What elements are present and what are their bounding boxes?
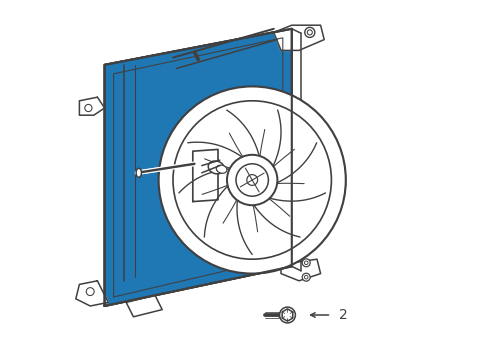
Text: 1: 1: [339, 175, 347, 189]
Polygon shape: [76, 281, 108, 306]
Circle shape: [173, 101, 331, 259]
Circle shape: [227, 155, 277, 205]
Circle shape: [302, 259, 310, 267]
Polygon shape: [193, 149, 218, 202]
Circle shape: [305, 27, 315, 37]
Circle shape: [236, 164, 269, 196]
Circle shape: [86, 288, 94, 296]
Circle shape: [304, 275, 308, 279]
Polygon shape: [104, 29, 292, 306]
Ellipse shape: [208, 161, 224, 174]
Circle shape: [247, 175, 258, 185]
Circle shape: [85, 104, 92, 112]
Circle shape: [302, 273, 310, 281]
Polygon shape: [79, 97, 104, 115]
Circle shape: [280, 307, 295, 323]
Ellipse shape: [136, 168, 142, 177]
Circle shape: [307, 30, 312, 35]
Circle shape: [159, 86, 346, 274]
Polygon shape: [104, 29, 292, 306]
Ellipse shape: [216, 165, 227, 173]
Polygon shape: [281, 259, 320, 281]
Circle shape: [304, 261, 308, 265]
Polygon shape: [282, 309, 293, 321]
Polygon shape: [279, 312, 283, 318]
Polygon shape: [126, 295, 162, 317]
Text: 2: 2: [339, 308, 347, 322]
Polygon shape: [274, 25, 324, 50]
